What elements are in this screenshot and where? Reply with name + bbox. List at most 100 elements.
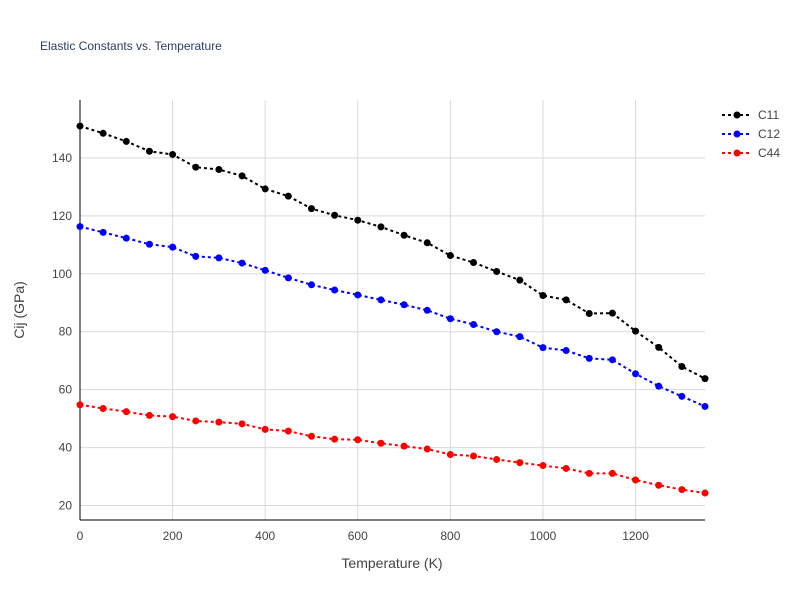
data-point-c44 bbox=[400, 442, 408, 450]
series-layer bbox=[76, 122, 709, 497]
legend-marker bbox=[733, 130, 741, 138]
data-point-c11 bbox=[470, 258, 478, 266]
data-point-c11 bbox=[562, 296, 570, 304]
data-point-c12 bbox=[76, 223, 84, 231]
data-point-c11 bbox=[516, 276, 524, 284]
data-point-c44 bbox=[145, 411, 153, 419]
legend[interactable]: C11 C12 C44 bbox=[722, 108, 780, 160]
data-point-c12 bbox=[585, 354, 593, 362]
data-point-c11 bbox=[284, 192, 292, 200]
data-point-c44 bbox=[307, 432, 315, 440]
data-point-c44 bbox=[701, 489, 709, 497]
data-point-c12 bbox=[238, 259, 246, 267]
data-point-c44 bbox=[493, 455, 501, 463]
data-point-c11 bbox=[76, 122, 84, 130]
legend-marker bbox=[733, 111, 741, 119]
data-point-c44 bbox=[446, 451, 454, 459]
data-point-c11 bbox=[400, 231, 408, 239]
grid bbox=[79, 100, 705, 520]
data-point-c44 bbox=[284, 427, 292, 435]
data-point-c12 bbox=[261, 266, 269, 274]
data-point-c12 bbox=[678, 392, 686, 400]
data-point-c44 bbox=[354, 436, 362, 444]
legend-label: C44 bbox=[758, 146, 780, 160]
data-point-c12 bbox=[632, 370, 640, 378]
data-point-c44 bbox=[470, 452, 478, 460]
series-line-c11 bbox=[79, 125, 706, 380]
y-tick-label: 120 bbox=[52, 209, 72, 223]
data-point-c44 bbox=[516, 459, 524, 467]
data-point-c11 bbox=[493, 267, 501, 275]
y-tick-label: 100 bbox=[52, 267, 72, 281]
data-point-c11 bbox=[446, 252, 454, 260]
data-point-c12 bbox=[655, 382, 663, 390]
data-point-c44 bbox=[331, 435, 339, 443]
data-point-c44 bbox=[539, 462, 547, 470]
data-point-c44 bbox=[655, 481, 663, 489]
y-tick-label: 140 bbox=[52, 151, 72, 165]
data-point-c44 bbox=[261, 425, 269, 433]
data-point-c44 bbox=[423, 445, 431, 453]
data-point-c44 bbox=[76, 401, 84, 409]
data-point-c44 bbox=[377, 439, 385, 447]
data-point-c12 bbox=[192, 252, 200, 260]
data-point-c11 bbox=[145, 147, 153, 155]
data-point-c12 bbox=[446, 315, 454, 323]
data-point-c12 bbox=[307, 281, 315, 289]
data-point-c44 bbox=[632, 476, 640, 484]
data-point-c11 bbox=[377, 223, 385, 231]
data-point-c11 bbox=[169, 150, 177, 158]
data-point-c12 bbox=[377, 296, 385, 304]
data-point-c12 bbox=[423, 306, 431, 314]
data-point-c12 bbox=[331, 286, 339, 294]
y-tick-label: 40 bbox=[59, 441, 73, 455]
x-tick-label: 400 bbox=[255, 529, 275, 543]
legend-item-c12[interactable]: C12 bbox=[722, 127, 780, 141]
data-point-c44 bbox=[678, 486, 686, 494]
data-point-c12 bbox=[215, 254, 223, 262]
legend-marker bbox=[733, 149, 741, 157]
data-point-c12 bbox=[354, 291, 362, 299]
data-point-c11 bbox=[701, 375, 709, 383]
x-axis-title: Temperature (K) bbox=[341, 555, 442, 571]
data-point-c12 bbox=[470, 320, 478, 328]
data-point-c11 bbox=[99, 129, 107, 137]
data-point-c11 bbox=[608, 309, 616, 317]
y-tick-label: 20 bbox=[59, 499, 73, 513]
data-point-c12 bbox=[122, 234, 130, 242]
data-point-c12 bbox=[516, 333, 524, 341]
legend-label: C11 bbox=[758, 108, 779, 122]
data-point-c44 bbox=[585, 469, 593, 477]
data-point-c11 bbox=[655, 343, 663, 351]
x-tick-label: 1200 bbox=[622, 529, 649, 543]
data-point-c11 bbox=[261, 185, 269, 193]
data-point-c44 bbox=[215, 418, 223, 426]
x-tick-label: 0 bbox=[77, 529, 84, 543]
data-point-c12 bbox=[145, 240, 153, 248]
data-point-c12 bbox=[701, 402, 709, 410]
data-point-c44 bbox=[99, 404, 107, 412]
data-point-c12 bbox=[284, 274, 292, 282]
data-point-c11 bbox=[215, 166, 223, 174]
data-point-c11 bbox=[423, 239, 431, 247]
data-point-c11 bbox=[192, 163, 200, 171]
x-tick-label: 200 bbox=[163, 529, 183, 543]
data-point-c12 bbox=[493, 328, 501, 336]
data-point-c44 bbox=[608, 469, 616, 477]
data-point-c11 bbox=[678, 362, 686, 370]
legend-item-c11[interactable]: C11 bbox=[722, 108, 779, 122]
data-point-c44 bbox=[238, 420, 246, 428]
data-point-c11 bbox=[632, 327, 640, 335]
data-point-c12 bbox=[400, 301, 408, 309]
y-tick-label: 60 bbox=[59, 383, 73, 397]
data-point-c12 bbox=[169, 243, 177, 251]
legend-item-c44[interactable]: C44 bbox=[722, 146, 780, 160]
y-axis-title: Cij (GPa) bbox=[11, 281, 27, 339]
series-line-c12 bbox=[79, 225, 706, 408]
data-point-c12 bbox=[562, 347, 570, 355]
data-point-c12 bbox=[99, 228, 107, 236]
data-point-c11 bbox=[307, 205, 315, 213]
chart-title: Elastic Constants vs. Temperature bbox=[40, 39, 222, 53]
data-point-c44 bbox=[169, 413, 177, 421]
